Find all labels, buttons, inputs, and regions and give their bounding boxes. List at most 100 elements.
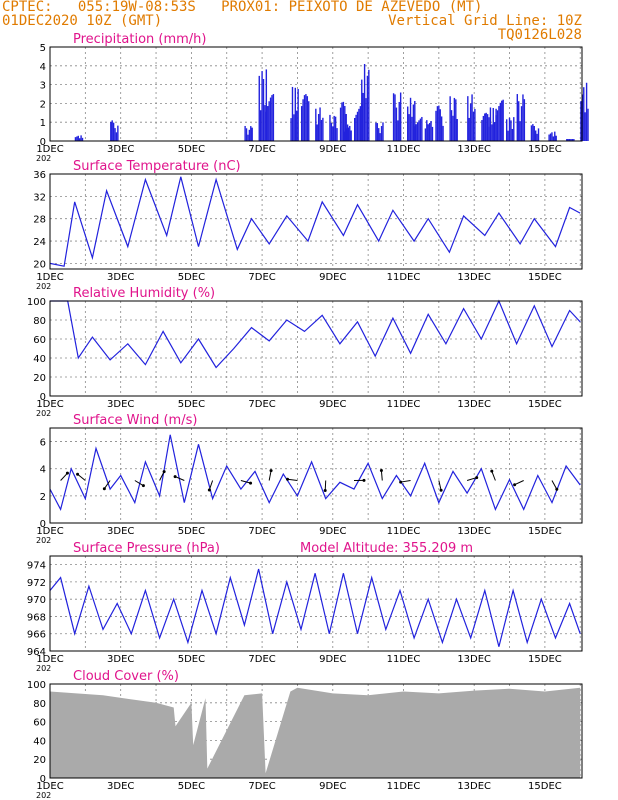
- x-tick-label: 9DEC: [319, 144, 346, 155]
- precip-bar: [265, 69, 268, 141]
- precip-bar: [291, 86, 294, 141]
- precip-bar: [548, 134, 550, 141]
- wind-arrow: [60, 472, 68, 481]
- panel-frame: [49, 555, 583, 652]
- y-tick-label: 60: [33, 718, 46, 729]
- x-tick-label: 7DEC: [248, 399, 275, 410]
- wind-arrow: [174, 476, 185, 481]
- precip-bar: [267, 106, 269, 141]
- x-tick-label: 11DEC: [387, 144, 421, 155]
- precip-bar: [264, 105, 266, 141]
- panel-title: Surface Pressure (hPa): [73, 541, 220, 556]
- x-tick-label: 3DEC: [107, 654, 134, 665]
- wind-arrow: [77, 473, 86, 481]
- panel-3: 0 2 4 6 Surface Wind (m/s) 1DEC 3DEC 5DEC 7DEC 9D…: [36, 413, 583, 545]
- precip-bar: [419, 118, 422, 141]
- panel-5: 0 20 40 60 80 100 Cloud Cover (%) 1DEC 3DEC 5DEC 7…: [27, 669, 583, 800]
- precip-bar: [247, 134, 249, 141]
- precip-bar: [428, 122, 431, 141]
- x-tick-label: 7DEC: [248, 144, 275, 155]
- panel-title: Surface Temperature (nC): [73, 159, 241, 174]
- y-tick-label: 970: [27, 595, 46, 606]
- year-label: 202: [36, 282, 51, 291]
- precip-bar: [472, 111, 475, 141]
- wind-arrow-head: [513, 483, 517, 487]
- precip-bar: [469, 103, 472, 141]
- year-label: 202: [36, 154, 51, 163]
- y-tick-label: 80: [33, 316, 46, 327]
- precip-bar: [344, 125, 347, 141]
- series-line: [50, 299, 581, 369]
- precip-bar: [250, 126, 252, 141]
- precip-bar: [583, 87, 585, 141]
- precip-bar: [421, 116, 423, 141]
- precip-bar: [516, 94, 519, 141]
- precip-bar: [439, 109, 441, 141]
- y-tick-label: 20: [33, 259, 46, 270]
- x-tick-label: 3DEC: [107, 144, 134, 155]
- x-tick-label: 3DEC: [107, 399, 134, 410]
- header-line3-right: TQ0126L028: [497, 27, 582, 43]
- y-tick-label: 0: [40, 137, 46, 148]
- x-tick-label: 15DEC: [528, 526, 562, 537]
- y-tick-label: 40: [33, 354, 46, 365]
- wind-arrow: [287, 478, 298, 481]
- precip-bar: [339, 107, 342, 141]
- wind-arrow-head: [76, 472, 80, 476]
- wind-arrow-head: [490, 469, 494, 473]
- precip-bar: [354, 118, 356, 141]
- precip-bar: [362, 92, 364, 141]
- x-tick-label: 11DEC: [387, 272, 421, 283]
- panel-0: 0 1 2 3 4 5 Precipitation (mm/h) 1DEC 3DEC 5DEC 7D…: [36, 32, 589, 163]
- precip-bar: [408, 114, 410, 141]
- precip-bar: [452, 115, 454, 141]
- precip-bar: [513, 117, 515, 141]
- y-tick-label: 20: [33, 373, 46, 384]
- y-tick-label: 972: [27, 578, 46, 589]
- precip-bar: [585, 82, 588, 141]
- precip-bar: [567, 139, 569, 141]
- wind-arrow: [514, 480, 524, 486]
- y-tick-label: 5: [40, 43, 46, 54]
- precip-bar: [379, 133, 381, 141]
- precip-bar: [532, 124, 534, 141]
- precip-bar: [506, 119, 508, 141]
- precip-bar: [76, 136, 78, 141]
- panel-frame: [49, 46, 583, 142]
- precip-bar: [486, 114, 489, 141]
- precip-bar: [549, 133, 552, 141]
- y-tick-label: 4: [40, 465, 46, 476]
- precip-bar: [341, 102, 343, 141]
- y-tick-label: 966: [27, 630, 46, 641]
- y-tick-label: 100: [27, 680, 46, 691]
- y-tick-label: 32: [33, 192, 46, 203]
- x-tick-label: 5DEC: [178, 654, 205, 665]
- x-tick-label: 11DEC: [387, 399, 421, 410]
- precip-bar: [456, 119, 458, 141]
- precip-bar: [329, 114, 331, 141]
- header-line2-left: 01DEC2020 10Z (GMT): [2, 13, 163, 29]
- precip-bar: [368, 69, 370, 141]
- precip-bar: [350, 130, 352, 141]
- precip-bar: [81, 137, 84, 141]
- wind-arrow-head: [475, 476, 479, 480]
- wind-arrow-head: [555, 487, 559, 491]
- x-tick-label: 3DEC: [107, 272, 134, 283]
- precip-bar: [584, 112, 586, 141]
- precip-bar: [365, 98, 367, 141]
- y-tick-label: 80: [33, 699, 46, 710]
- x-tick-label: 7DEC: [248, 526, 275, 537]
- x-tick-label: 15DEC: [528, 654, 562, 665]
- precip-bar: [511, 128, 514, 141]
- wind-arrow-head: [439, 488, 443, 492]
- x-tick-label: 15DEC: [528, 272, 562, 283]
- wind-arrow: [159, 471, 165, 481]
- precip-bar: [347, 127, 350, 141]
- y-tick-label: 1: [40, 118, 46, 129]
- precip-bar: [481, 120, 483, 141]
- precip-bar: [424, 128, 427, 141]
- wind-arrow-head: [141, 484, 145, 488]
- header-line1: CPTEC: 055:19W-08:53S PROX01: PEIXOTO DE…: [2, 0, 483, 15]
- y-tick-label: 2: [40, 99, 46, 110]
